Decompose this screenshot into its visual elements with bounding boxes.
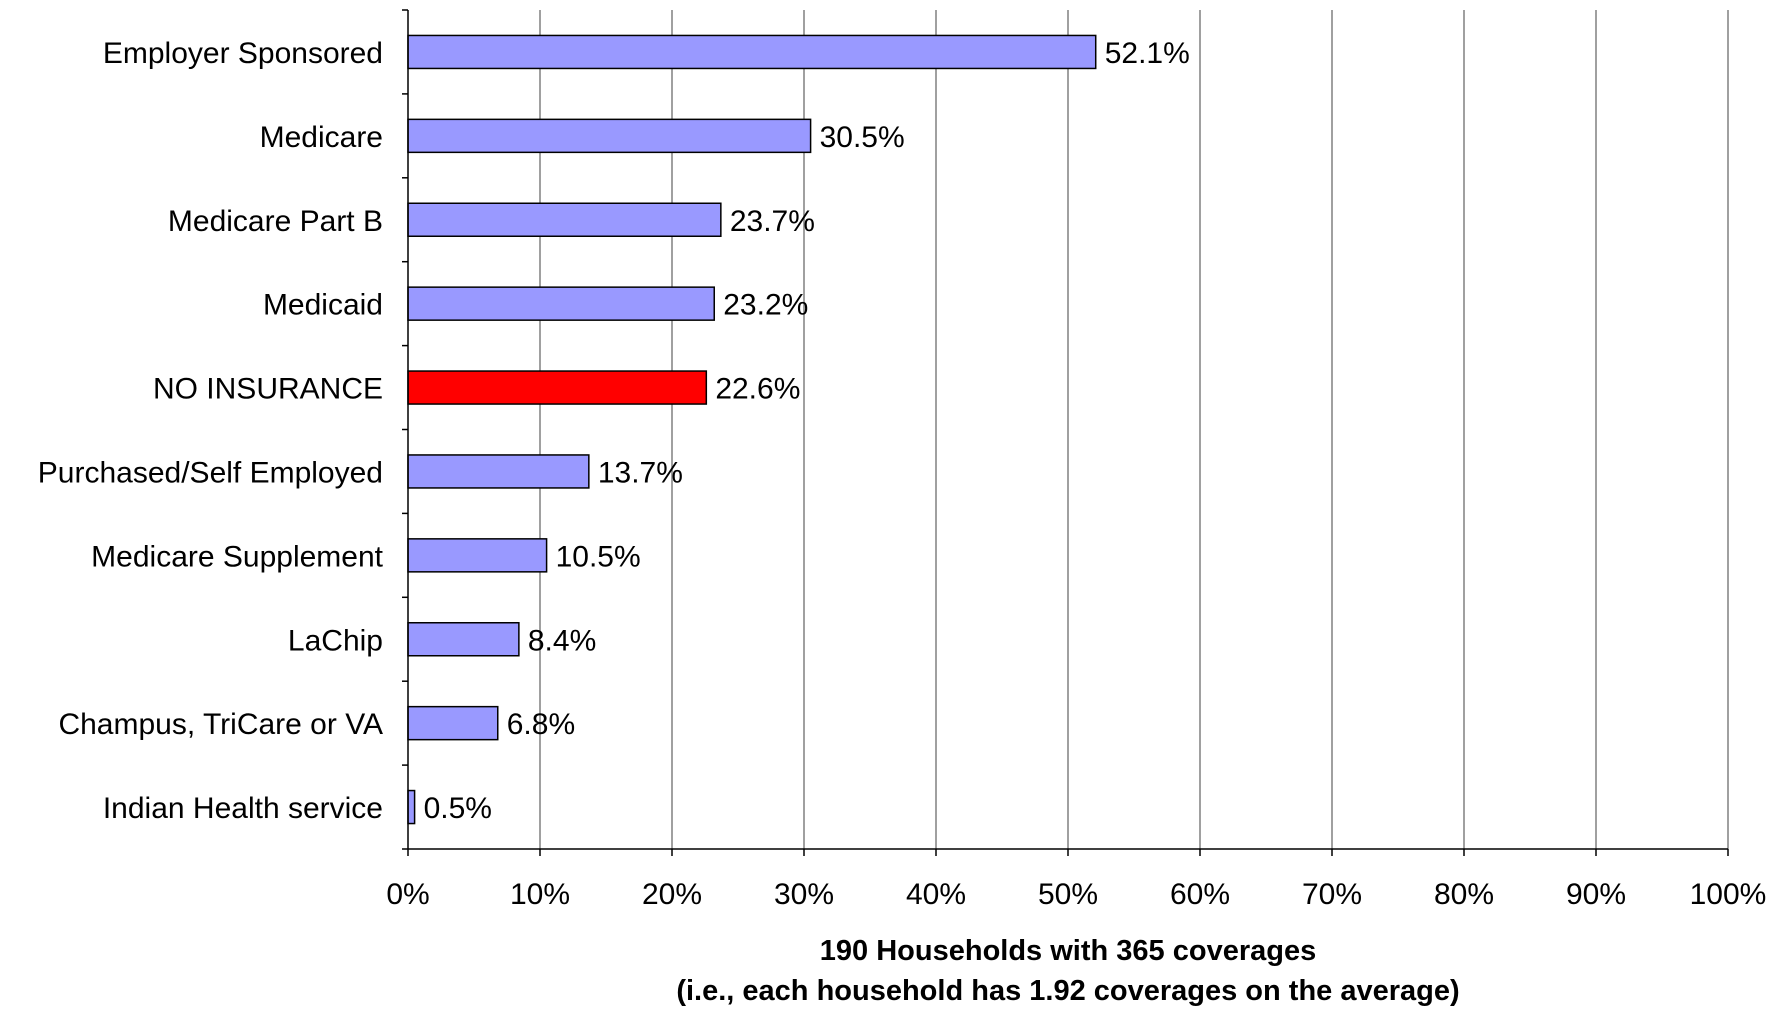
x-tick-label-40: 40% [906, 878, 966, 911]
category-label-1: Medicare [260, 121, 383, 154]
x-axis-label-line-1: 190 Households with 365 coverages [820, 935, 1316, 967]
value-label-7: 8.4% [528, 624, 596, 657]
x-tick-label-20: 20% [642, 878, 702, 911]
value-label-5: 13.7% [598, 456, 683, 489]
value-label-8: 6.8% [507, 708, 575, 741]
x-tick-label-10: 10% [510, 878, 570, 911]
category-label-5: Purchased/Self Employed [38, 456, 383, 489]
value-label-6: 10.5% [556, 540, 641, 573]
bar-2 [407, 202, 722, 237]
x-tick-label-30: 30% [774, 878, 834, 911]
bar-4 [407, 370, 708, 405]
x-axis-label-line-2: (i.e., each household has 1.92 coverages… [676, 975, 1459, 1007]
x-tick-label-60: 60% [1170, 878, 1230, 911]
labels: 0% 10% 20% 30% 40% 50% 60% 70% 80% 90% 100% Employe… [38, 37, 1767, 911]
category-label-6: Medicare Supplement [91, 540, 383, 573]
bar-1 [407, 118, 812, 154]
x-tick-label-70: 70% [1302, 878, 1362, 911]
x-tick-label-50: 50% [1038, 878, 1098, 911]
category-label-4: NO INSURANCE [153, 373, 383, 406]
value-label-2: 23.7% [730, 205, 815, 238]
x-tick-label-80: 80% [1434, 878, 1494, 911]
category-label-7: LaChip [288, 624, 383, 657]
bars [407, 34, 1097, 825]
bar-8 [407, 705, 499, 741]
value-label-3: 23.2% [723, 289, 808, 322]
bar-5 [407, 454, 590, 489]
category-label-2: Medicare Part B [168, 205, 383, 238]
x-tick-label-90: 90% [1566, 878, 1626, 911]
axes [402, 9, 1729, 856]
bar-6 [407, 538, 548, 573]
category-label-9: Indian Health service [103, 792, 383, 825]
bar-7 [407, 622, 520, 657]
value-label-1: 30.5% [820, 121, 905, 154]
category-label-3: Medicaid [263, 289, 383, 322]
value-label-9: 0.5% [424, 792, 492, 825]
x-tick-label-100: 100% [1690, 878, 1767, 911]
category-label-0: Employer Sponsored [103, 37, 383, 70]
bar-0 [407, 34, 1097, 70]
bar-3 [407, 286, 715, 321]
value-label-4: 22.6% [715, 373, 800, 406]
value-label-0: 52.1% [1105, 37, 1190, 70]
category-label-8: Champus, TriCare or VA [58, 708, 383, 741]
bar-9 [407, 789, 416, 825]
x-tick-label-0: 0% [386, 878, 429, 911]
